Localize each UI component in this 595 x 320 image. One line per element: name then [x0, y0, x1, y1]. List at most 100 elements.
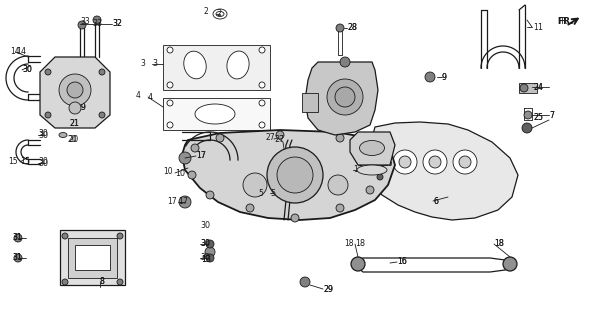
Text: 29: 29 — [323, 284, 333, 293]
Circle shape — [179, 152, 191, 164]
Circle shape — [503, 257, 517, 271]
Circle shape — [67, 82, 83, 98]
Polygon shape — [519, 83, 537, 93]
Circle shape — [45, 69, 51, 75]
Text: 18: 18 — [494, 239, 504, 249]
Circle shape — [259, 122, 265, 128]
Text: 23: 23 — [310, 101, 320, 110]
Text: 13: 13 — [201, 254, 211, 263]
Ellipse shape — [184, 51, 206, 79]
Polygon shape — [75, 245, 110, 270]
Circle shape — [167, 122, 173, 128]
Text: 31: 31 — [12, 253, 22, 262]
Circle shape — [62, 233, 68, 239]
Text: 18: 18 — [355, 239, 365, 249]
Text: FR.: FR. — [557, 18, 569, 27]
Text: 21: 21 — [69, 118, 79, 127]
Circle shape — [351, 257, 365, 271]
Circle shape — [167, 100, 173, 106]
Polygon shape — [350, 132, 395, 165]
Polygon shape — [302, 93, 318, 112]
Text: 17: 17 — [167, 197, 177, 206]
Circle shape — [216, 134, 224, 142]
Circle shape — [99, 69, 105, 75]
Circle shape — [206, 191, 214, 199]
Circle shape — [327, 79, 363, 115]
Text: 3: 3 — [140, 59, 145, 68]
Text: 17: 17 — [196, 151, 206, 161]
Circle shape — [45, 112, 51, 118]
Text: 20: 20 — [68, 134, 77, 143]
Text: 31: 31 — [12, 253, 21, 262]
Text: 11: 11 — [363, 148, 372, 156]
Text: 20: 20 — [68, 134, 78, 143]
Text: 27: 27 — [274, 134, 284, 143]
Circle shape — [117, 279, 123, 285]
Text: 2: 2 — [204, 7, 209, 17]
Circle shape — [59, 74, 91, 106]
Text: 26: 26 — [383, 158, 393, 167]
Text: 10: 10 — [163, 167, 173, 177]
Text: 9: 9 — [442, 73, 447, 82]
Text: 15: 15 — [8, 156, 18, 165]
Text: 30: 30 — [38, 130, 48, 139]
Circle shape — [366, 186, 374, 194]
Text: 30: 30 — [200, 238, 210, 247]
Circle shape — [188, 171, 196, 179]
Circle shape — [377, 174, 383, 180]
Polygon shape — [368, 122, 518, 220]
Text: 6: 6 — [433, 196, 438, 205]
Circle shape — [179, 196, 191, 208]
Circle shape — [259, 100, 265, 106]
Ellipse shape — [227, 51, 249, 79]
Text: 4: 4 — [148, 92, 153, 101]
Circle shape — [93, 16, 101, 24]
Circle shape — [167, 47, 173, 53]
Circle shape — [277, 157, 313, 193]
Text: 24: 24 — [533, 83, 543, 92]
Polygon shape — [68, 238, 117, 278]
Ellipse shape — [359, 140, 384, 156]
Text: 4: 4 — [136, 92, 141, 100]
Text: 19: 19 — [76, 103, 86, 113]
Circle shape — [291, 214, 299, 222]
Circle shape — [366, 144, 374, 152]
Text: 30: 30 — [22, 66, 32, 75]
Ellipse shape — [195, 104, 235, 124]
Circle shape — [336, 134, 344, 142]
Text: 18: 18 — [344, 239, 353, 249]
Circle shape — [423, 150, 447, 174]
Text: 30: 30 — [38, 131, 48, 140]
Text: 12: 12 — [353, 164, 362, 173]
Text: 6: 6 — [433, 196, 438, 205]
Circle shape — [453, 150, 477, 174]
Circle shape — [205, 247, 215, 257]
Polygon shape — [163, 98, 270, 130]
Circle shape — [267, 147, 323, 203]
Polygon shape — [60, 230, 125, 285]
Text: 14: 14 — [10, 46, 20, 55]
Circle shape — [459, 156, 471, 168]
Text: FR.: FR. — [557, 18, 574, 27]
Circle shape — [206, 254, 214, 262]
Ellipse shape — [59, 132, 67, 138]
Circle shape — [14, 234, 22, 242]
Text: 32: 32 — [112, 20, 121, 28]
Circle shape — [167, 82, 173, 88]
Circle shape — [246, 204, 254, 212]
Circle shape — [393, 150, 417, 174]
Text: 31: 31 — [12, 234, 22, 243]
Text: 9: 9 — [442, 73, 447, 82]
Circle shape — [524, 111, 532, 119]
Polygon shape — [40, 57, 110, 128]
Text: 30: 30 — [38, 157, 48, 166]
Circle shape — [425, 72, 435, 82]
Circle shape — [206, 240, 214, 248]
Circle shape — [78, 21, 86, 29]
Text: 1: 1 — [533, 22, 538, 31]
Text: 33: 33 — [80, 18, 90, 27]
Text: 30: 30 — [22, 66, 32, 75]
Text: 29: 29 — [323, 284, 333, 293]
Text: 10: 10 — [175, 169, 185, 178]
Circle shape — [117, 233, 123, 239]
